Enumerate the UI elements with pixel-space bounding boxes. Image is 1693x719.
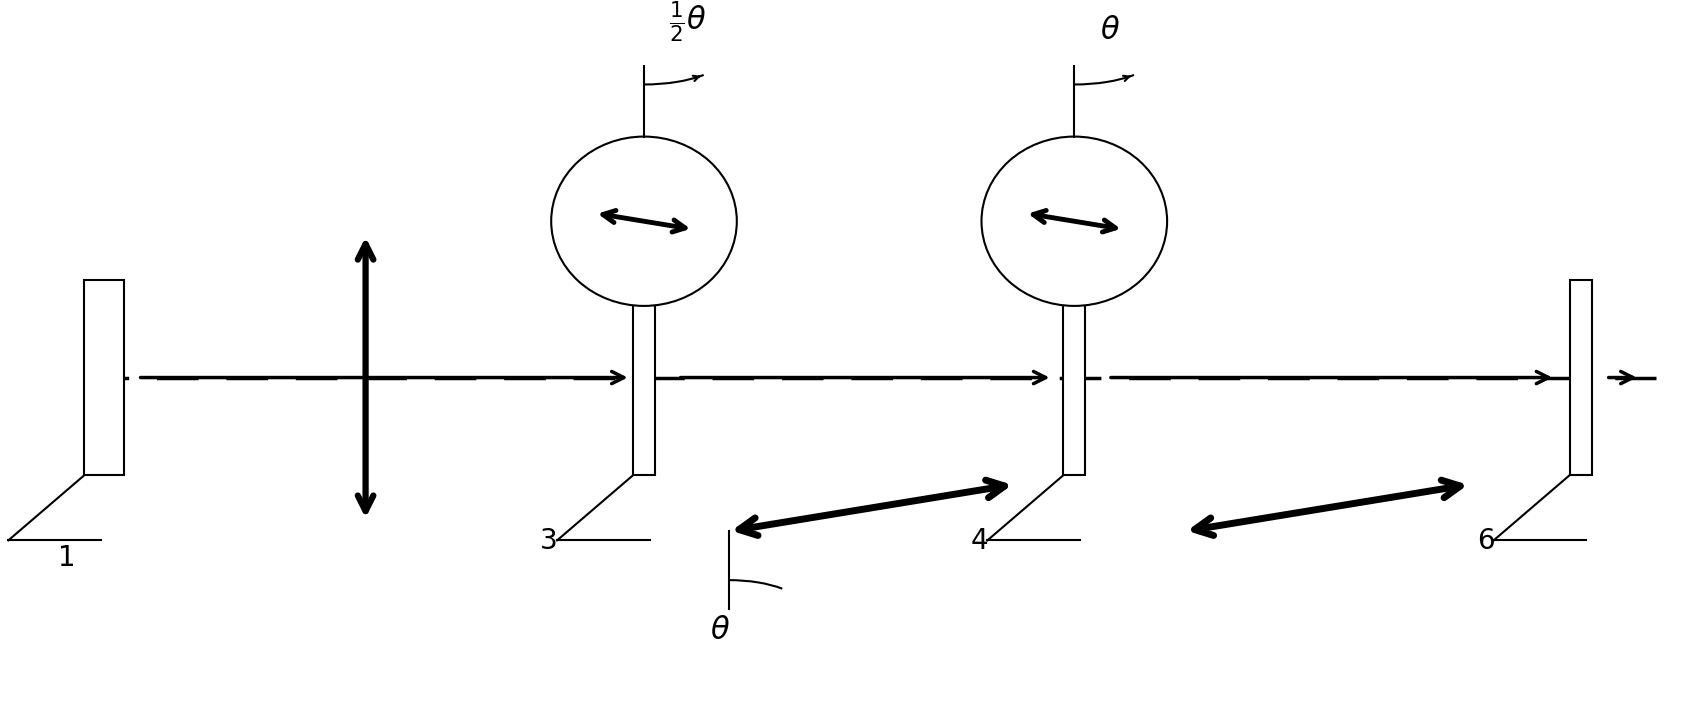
Text: $\theta$: $\theta$: [1100, 17, 1119, 45]
Ellipse shape: [552, 137, 736, 306]
Text: $\frac{1}{2}\theta$: $\frac{1}{2}\theta$: [669, 0, 706, 45]
Bar: [1569, 280, 1591, 475]
Text: 1: 1: [58, 544, 76, 572]
Ellipse shape: [982, 137, 1166, 306]
Text: $\theta$: $\theta$: [709, 616, 730, 645]
Text: 3: 3: [540, 527, 559, 555]
Text: 6: 6: [1476, 527, 1495, 555]
Text: 4: 4: [970, 527, 989, 555]
Bar: [633, 280, 655, 475]
Bar: [85, 280, 124, 475]
Bar: [1063, 280, 1085, 475]
